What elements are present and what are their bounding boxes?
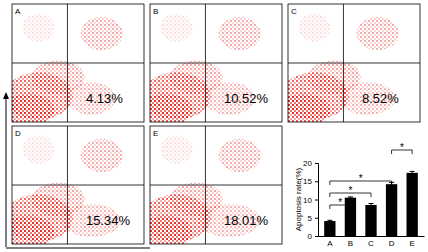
y-tick-label: 0 [308, 232, 313, 241]
error-bar [369, 204, 374, 207]
y-tick: 5 [308, 214, 318, 223]
y-tick-label: 5 [308, 214, 313, 223]
cell-density [12, 94, 54, 122]
panel-label: C [291, 7, 297, 16]
quadrant-line [150, 63, 282, 64]
x-tick: B [348, 236, 353, 248]
cell-density [150, 216, 192, 244]
cell-density [288, 94, 330, 122]
x-axis-line [319, 236, 425, 237]
panel-frame [150, 126, 282, 244]
figure: A 4.13% B 10.52% C 8.52% D 15.34% E 18.01% 0 5 10 15 2… [0, 0, 428, 252]
significance-star: * [348, 185, 352, 196]
bar-chart: 0 5 10 15 20 A B C D E Apoptosis rate(%) * * * * [294, 142, 425, 248]
cell-density [357, 17, 399, 50]
quadrant-percent: 4.13% [86, 91, 123, 106]
x-tick-label: A [327, 239, 333, 248]
y-tick-label: 15 [303, 177, 312, 186]
cell-density [23, 13, 55, 41]
bar [324, 221, 335, 236]
bar [365, 205, 376, 236]
cell-density [161, 135, 193, 163]
cell-density [23, 135, 55, 163]
significance-star: * [359, 173, 363, 184]
cell-density [81, 139, 123, 172]
y-axis-title: Apoptosis rate(%) [294, 167, 303, 231]
significance-star: * [400, 142, 404, 153]
x-tick-label: E [409, 239, 414, 248]
bars [324, 171, 418, 236]
y-tick-mark [315, 200, 318, 201]
panel-frame [150, 4, 282, 122]
cell-density [150, 94, 192, 122]
quadrant-line [12, 63, 144, 64]
cytometry-panel: D 15.34% [1, 126, 144, 249]
bar [386, 184, 397, 236]
y-tick: 15 [303, 177, 318, 186]
cytometry-panel: E 18.01% [139, 126, 282, 249]
y-tick-label: 10 [303, 196, 312, 205]
panel-label: A [15, 7, 21, 16]
panel-label: D [15, 129, 21, 138]
cell-density [81, 17, 123, 50]
cell-density [219, 139, 261, 172]
significance-star: * [338, 197, 342, 208]
y-tick-label: 20 [303, 159, 312, 168]
y-axis-line [315, 164, 319, 237]
x-tick: E [409, 236, 414, 248]
x-tick: C [368, 236, 374, 248]
panel-label: E [153, 129, 158, 138]
error-bar [327, 220, 332, 221]
y-tick: 20 [303, 159, 318, 168]
bar [407, 173, 418, 236]
error-bar [348, 197, 353, 198]
y-tick: 0 [308, 232, 318, 241]
y-tick-mark [315, 181, 318, 182]
quadrant-line [150, 185, 282, 186]
y-tick-mark [315, 218, 318, 219]
quadrant-percent: 8.52% [362, 91, 399, 106]
quadrant-percent: 10.52% [224, 91, 269, 106]
y-axis: 0 5 10 15 20 [303, 159, 318, 241]
panel-frame [12, 126, 144, 244]
cell-density [219, 17, 261, 50]
panel-label: B [153, 7, 158, 16]
y-arrowhead [3, 92, 9, 99]
y-arrow [6, 95, 7, 247]
x-tick: A [327, 236, 333, 248]
cytometry-panel: C 8.52% [277, 4, 420, 127]
error-bar [410, 171, 415, 174]
x-tick-label: C [368, 239, 374, 248]
bar [345, 198, 356, 236]
cell-density [299, 13, 331, 41]
x-tick-label: D [389, 239, 395, 248]
quadrant-line [12, 185, 144, 186]
cell-density [161, 13, 193, 41]
quadrant-percent: 15.34% [86, 213, 131, 228]
y-tick-mark [315, 236, 318, 237]
significance: * * * * [330, 142, 412, 209]
x-arrow [6, 248, 150, 249]
cytometry-panel: B 10.52% [139, 4, 282, 127]
y-tick: 10 [303, 196, 318, 205]
cell-density [12, 216, 54, 244]
cytometry-panel: A 4.13% [1, 4, 144, 127]
panel-frame [12, 4, 144, 122]
x-tick: D [389, 236, 395, 248]
x-tick-label: B [348, 239, 353, 248]
x-axis: A B C D E [319, 236, 425, 248]
y-tick-mark [315, 163, 318, 164]
quadrant-percent: 18.01% [224, 213, 269, 228]
panel-frame [288, 4, 420, 122]
quadrant-line [288, 63, 420, 64]
